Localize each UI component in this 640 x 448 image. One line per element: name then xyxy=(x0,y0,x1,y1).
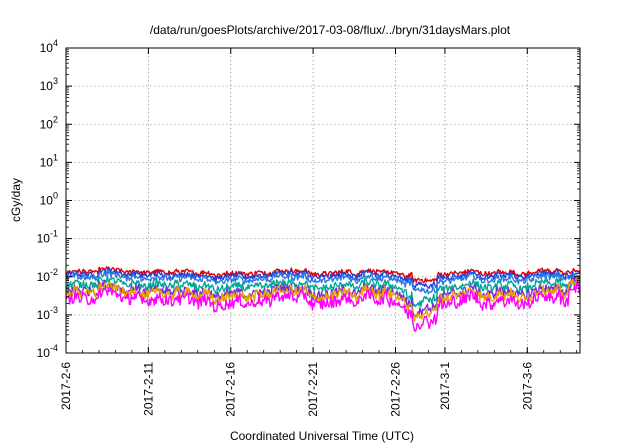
x-tick-label: 2017-3-6 xyxy=(520,362,534,410)
y-tick-label: 10-3 xyxy=(37,305,58,322)
series-line xyxy=(65,275,581,318)
series-line xyxy=(65,274,581,322)
y-axis: 10-4 10-3 10-2 10-1 100 101 102 103 104 xyxy=(37,38,580,360)
x-tick-label: 2017-2-11 xyxy=(141,362,155,416)
chart-title: /data/run/goesPlots/archive/2017-03-08/f… xyxy=(150,23,511,37)
y-tick-label: 102 xyxy=(40,114,58,131)
x-tick-label: 2017-2-6 xyxy=(59,362,73,410)
series-line xyxy=(65,269,581,295)
y-tick-label: 10-2 xyxy=(37,267,58,284)
y-axis-label: cGy/day xyxy=(9,178,23,222)
x-tick-label: 2017-2-26 xyxy=(388,362,402,417)
y-tick-label: 101 xyxy=(40,152,58,169)
x-axis-label: Coordinated Universal Time (UTC) xyxy=(230,429,414,443)
y-tick-label: 104 xyxy=(40,38,58,55)
x-tick-label: 2017-2-16 xyxy=(224,362,238,417)
x-axis: 2017-2-6 2017-2-11 2017-2-16 2017-2-21 2017-… xyxy=(59,48,578,417)
series-line xyxy=(65,278,581,332)
series-line xyxy=(65,267,581,289)
x-tick-label: 2017-3-1 xyxy=(438,362,452,410)
y-tick-label: 10-1 xyxy=(37,229,58,246)
series-layer xyxy=(65,266,581,332)
y-tick-label: 103 xyxy=(40,76,58,93)
y-tick-label: 10-4 xyxy=(37,343,58,360)
series-line xyxy=(65,266,581,284)
x-tick-label: 2017-2-21 xyxy=(306,362,320,417)
y-tick-label: 100 xyxy=(40,191,58,208)
